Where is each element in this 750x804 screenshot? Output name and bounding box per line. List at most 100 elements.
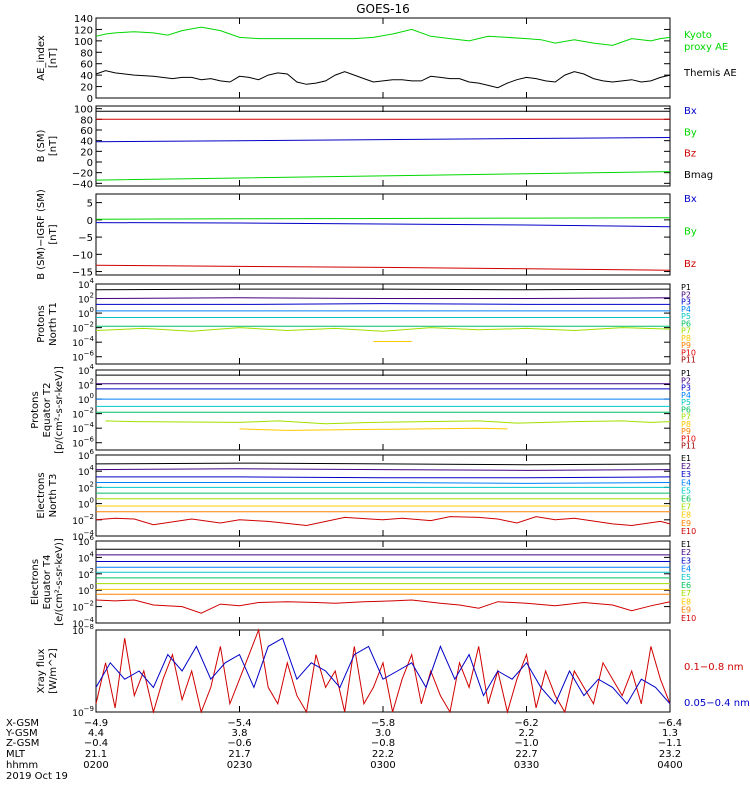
- x-tick-value: 21.1: [85, 749, 107, 760]
- legend-e6: E6: [681, 581, 691, 590]
- y-tick-exponent: −6: [84, 436, 95, 444]
- legend-p7: P7: [681, 413, 691, 422]
- panel-frame: [95, 17, 671, 99]
- y-tick-label: 10−2: [72, 321, 94, 335]
- series-e3: [96, 476, 671, 479]
- legend-kyoto-proxy-ae: Kyoto: [684, 30, 712, 41]
- legend-e7: E7: [681, 589, 691, 598]
- y-tick-label: 100: [78, 583, 94, 597]
- y-tick-label: 10−6: [72, 350, 94, 364]
- y-axis-label: North T1: [48, 302, 59, 346]
- legend-p11: P11: [681, 442, 696, 451]
- y-tick-label: 106: [78, 448, 94, 462]
- y-tick-label: 102: [78, 378, 94, 392]
- y-axis-label: Xray flux: [36, 649, 47, 694]
- y-tick-label: 140: [74, 14, 93, 25]
- legend-e5: E5: [681, 573, 691, 582]
- y-tick-exponent: 4: [90, 464, 95, 472]
- y-tick-label: 20: [80, 147, 93, 158]
- y-tick-label: 100: [78, 497, 94, 511]
- legend-bx: Bx: [684, 194, 697, 205]
- y-tick-exponent: −8: [84, 623, 94, 631]
- series-by: [95, 217, 671, 220]
- y-tick-label: 5: [87, 199, 93, 210]
- legend-e3: E3: [681, 470, 691, 479]
- y-tick-label: 60: [80, 126, 93, 137]
- y-tick-label: −15: [72, 268, 93, 279]
- legend-e7: E7: [681, 503, 691, 512]
- series-p1: [95, 288, 671, 291]
- legend-p4: P4: [681, 391, 691, 400]
- plot-title: GOES-16: [356, 2, 410, 16]
- series-p7: [105, 420, 671, 425]
- panel-frame: [95, 369, 671, 451]
- legend-p9: P9: [681, 427, 691, 436]
- legend-p10: P10: [681, 348, 696, 357]
- x-tick-value: −0.6: [227, 738, 251, 749]
- legend-p11: P11: [681, 356, 696, 365]
- legend-p6: P6: [681, 405, 691, 414]
- x-tick-value: 23.2: [659, 749, 681, 760]
- panel-3: 5 0 −5 −10 −15 B (SM)−IGRF (SM) [nT] Bx By Bz: [36, 189, 697, 280]
- y-axis-label: [W/m^2]: [48, 648, 59, 694]
- y-tick-label: 80: [80, 48, 93, 59]
- x-tick-value: 0300: [370, 760, 395, 771]
- y-tick-exponent: 6: [90, 448, 95, 456]
- x-tick-value: 21.7: [228, 749, 250, 760]
- series-e1: [95, 462, 671, 466]
- y-tick-exponent: 2: [90, 480, 94, 488]
- legend-bx: Bx: [684, 106, 697, 117]
- y-tick-exponent: −2: [84, 513, 94, 521]
- legend-p2: P2: [681, 376, 691, 385]
- series-e10: [95, 599, 671, 614]
- legend-0-05-0-4-nm: 0.05−0.4 nm: [684, 698, 750, 709]
- y-tick-label: 10−4: [72, 335, 94, 349]
- series-p8: [239, 427, 508, 431]
- y-tick-exponent: 0: [90, 497, 94, 505]
- legend-e3: E3: [681, 556, 691, 565]
- y-tick-label: 40: [80, 71, 93, 82]
- x-tick-value: 22.7: [515, 749, 537, 760]
- legend-p5: P5: [681, 312, 691, 321]
- x-tick-value: −6.4: [658, 718, 682, 729]
- y-tick-label: 104: [78, 550, 94, 564]
- x-tick-value: −6.2: [514, 718, 538, 729]
- y-tick-label: 104: [78, 363, 94, 377]
- y-tick-label: 102: [78, 480, 94, 494]
- legend-by: By: [684, 227, 697, 238]
- y-axis-label: Electrons: [36, 472, 47, 518]
- y-axis-label: Equator T2: [42, 383, 53, 438]
- y-tick-exponent: −4: [84, 335, 95, 343]
- y-axis-label: [nT]: [48, 136, 59, 156]
- legend-p1: P1: [681, 283, 691, 292]
- y-tick-exponent: 2: [90, 378, 94, 386]
- panel-frame: [95, 193, 671, 276]
- y-axis-label: North T3: [48, 474, 59, 518]
- x-row-label: X-GSM: [6, 718, 39, 729]
- legend-p6: P6: [681, 319, 691, 328]
- x-tick-value: 0200: [83, 760, 108, 771]
- x-tick-value: 3.0: [375, 728, 391, 739]
- x-row-label: Y-GSM: [5, 728, 38, 739]
- y-axis-label: AE_index: [36, 35, 47, 81]
- legend-e1: E1: [681, 540, 691, 549]
- y-tick-label: 0: [87, 158, 93, 169]
- y-tick-exponent: −4: [84, 616, 95, 624]
- legend-p7: P7: [681, 327, 691, 336]
- y-tick-label: 100: [78, 306, 94, 320]
- y-tick-label: 102: [78, 567, 94, 581]
- y-tick-exponent: 6: [90, 534, 95, 542]
- legend-themis-ae: Themis AE: [683, 68, 737, 79]
- y-tick-exponent: −4: [84, 529, 95, 537]
- x-tick-value: −0.8: [371, 738, 395, 749]
- y-tick-label: 80: [80, 115, 93, 126]
- series-p2: [95, 297, 671, 299]
- legend-p10: P10: [681, 434, 696, 443]
- series-e2: [95, 468, 671, 471]
- x-tick-value: 0400: [657, 760, 682, 771]
